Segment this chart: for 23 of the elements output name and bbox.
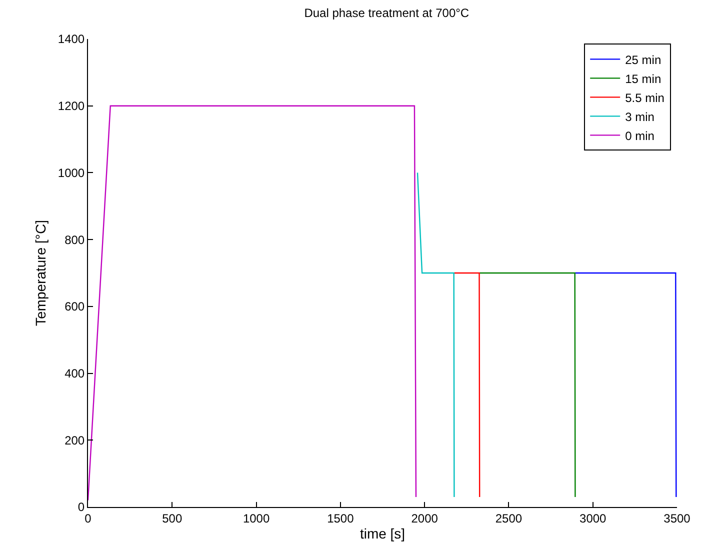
x-tick-label: 2000	[411, 511, 438, 526]
y-tick-label: 200	[64, 433, 85, 448]
legend-label: 15 min	[625, 72, 662, 86]
x-tick-label: 1000	[242, 511, 270, 526]
legend-label: 5.5 min	[625, 90, 664, 105]
x-tick-label: 3500	[664, 511, 691, 526]
y-tick-label: 400	[64, 366, 85, 380]
legend-label: 3 min	[625, 110, 654, 124]
y-tick-label: 1000	[58, 166, 85, 180]
x-tick-label: 1500	[327, 511, 354, 526]
legend-label: 25 min	[625, 52, 662, 67]
y-tick-label: 800	[64, 232, 85, 247]
legend-label: 0 min	[625, 128, 654, 143]
y-tick-label: 1400	[58, 32, 85, 46]
y-tick-label: 1200	[58, 99, 85, 114]
x-tick-label: 3000	[580, 511, 607, 526]
chart-title: Dual phase treatment at 700°C	[304, 6, 470, 20]
x-tick-label: 500	[162, 511, 182, 526]
y-tick-label: 0	[78, 500, 85, 514]
y-axis-title: Temperature [°C]	[32, 220, 48, 326]
x-tick-label: 2500	[495, 511, 522, 526]
y-tick-label: 600	[64, 300, 85, 314]
x-axis-title: time [s]	[360, 526, 406, 542]
